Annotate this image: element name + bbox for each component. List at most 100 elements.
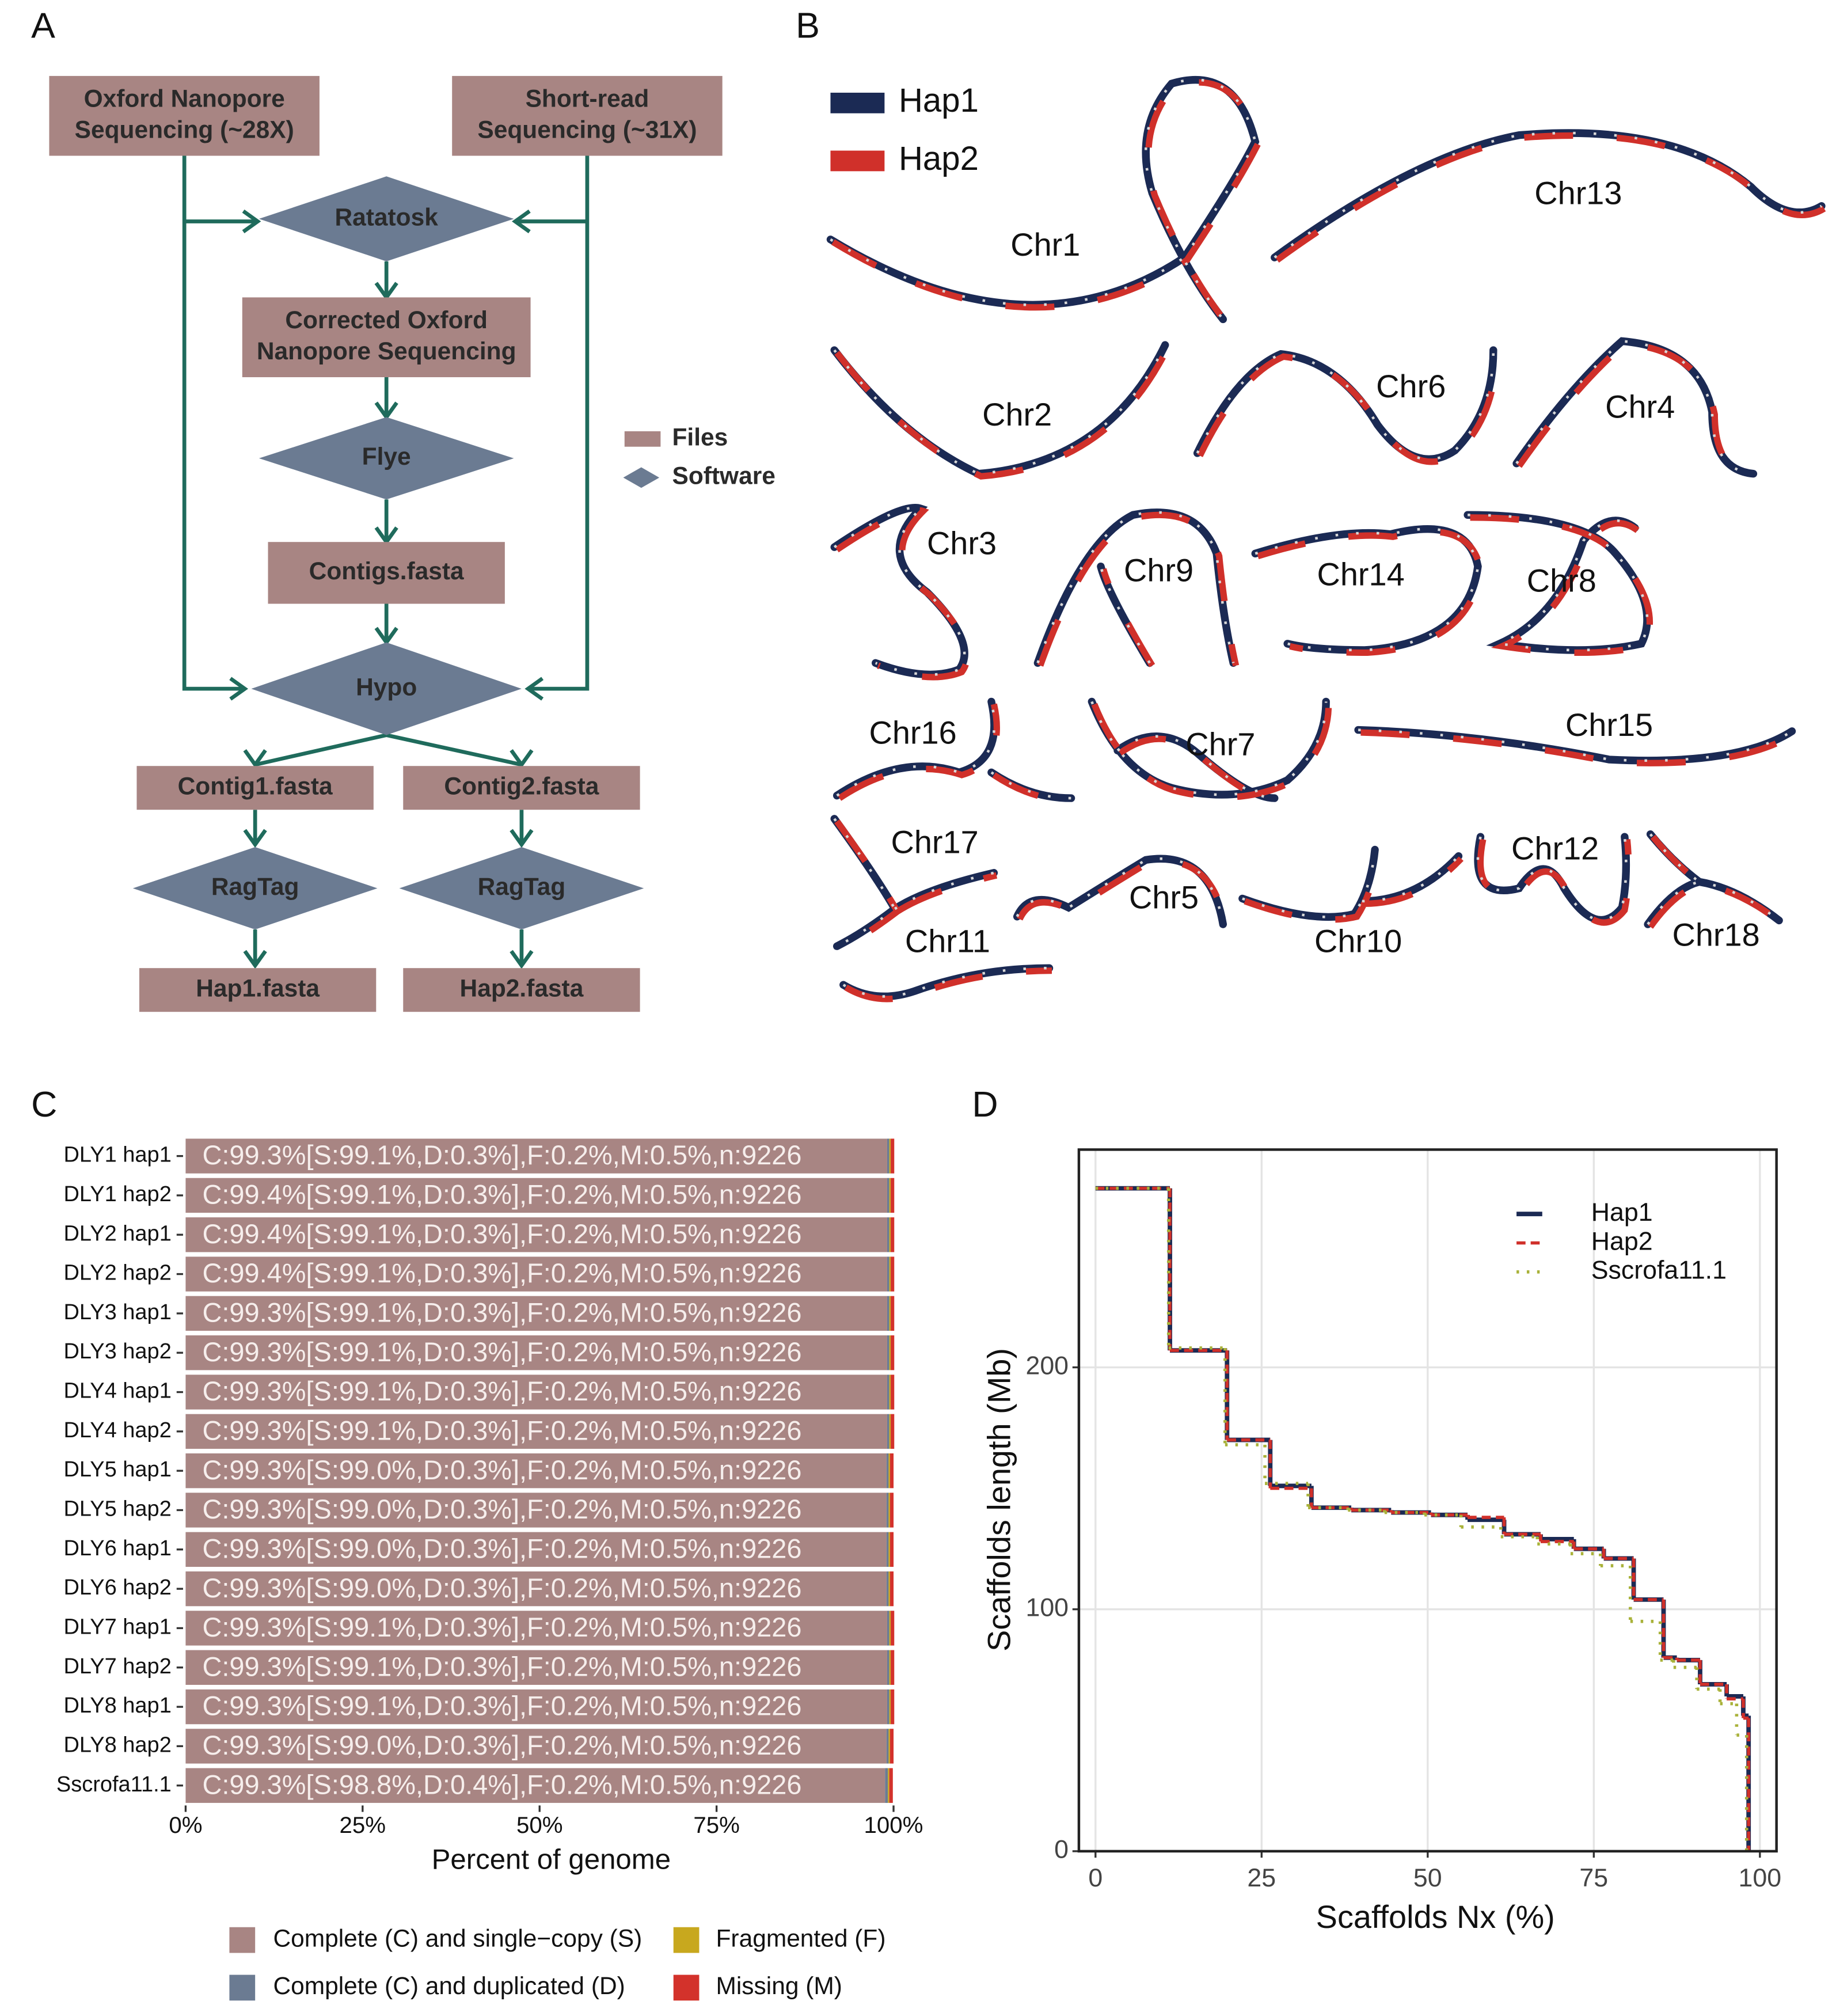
bar-segment <box>185 1729 887 1764</box>
bar-segment <box>891 1611 895 1646</box>
x-tick-label: 50 <box>1413 1864 1442 1892</box>
bar-segment <box>887 1178 890 1213</box>
y-tick-label: DLY1 hap2 <box>64 1182 172 1206</box>
legend-swatch <box>623 467 660 488</box>
bar-segment <box>185 1138 887 1174</box>
legend-label: Complete (C) and single−copy (S) <box>273 1924 642 1952</box>
bar-segment <box>888 1532 890 1567</box>
bar-segment <box>185 1650 887 1685</box>
hap2-curve <box>838 703 1074 804</box>
hap2-curve <box>1648 834 1784 929</box>
x-tick-label: 50% <box>516 1812 563 1838</box>
bar-segment <box>185 1375 887 1410</box>
connector <box>182 155 245 691</box>
arrow-head <box>243 749 267 768</box>
bar-label: C:99.3%[S:99.0%,D:0.3%],F:0.2%,M:0.5%,n:… <box>202 1455 801 1485</box>
legend-swatch <box>229 1927 256 1953</box>
legend-label: Hap1 <box>899 82 979 119</box>
hap2-curve <box>844 967 1052 1003</box>
marker-ticks <box>1476 836 1628 921</box>
hap2-curve <box>1244 852 1464 923</box>
node-label: Short-read <box>526 85 649 112</box>
bar-label: C:99.3%[S:99.0%,D:0.3%],F:0.2%,M:0.5%,n:… <box>202 1494 801 1524</box>
hap1-curve <box>1271 129 1826 261</box>
hap2-curve <box>1037 511 1240 667</box>
bar-segment <box>889 1414 891 1449</box>
bar-segment <box>887 1650 890 1685</box>
legend-label: Sscrofa11.1 <box>1591 1256 1727 1285</box>
bar-label: C:99.4%[S:99.1%,D:0.3%],F:0.2%,M:0.5%,n:… <box>202 1180 801 1210</box>
y-tick-label: DLY5 hap1 <box>64 1457 172 1482</box>
file-box <box>242 297 531 378</box>
arrow-head <box>243 950 267 969</box>
bar-segment <box>185 1493 887 1528</box>
bar-segment <box>887 1335 890 1370</box>
bar-segment <box>888 1768 890 1803</box>
y-tick-label: DLY3 hap1 <box>64 1300 172 1324</box>
bar-label: C:99.3%[S:99.1%,D:0.3%],F:0.2%,M:0.5%,n:… <box>202 1298 801 1328</box>
hap2-curve <box>1091 703 1332 804</box>
bar-segment <box>185 1532 887 1567</box>
x-tick-label: 100 <box>1739 1864 1782 1892</box>
bar-segment <box>889 1375 891 1410</box>
bar-segment <box>891 1335 895 1370</box>
panel-label: A <box>31 6 55 46</box>
bar-segment <box>888 1729 890 1764</box>
bar-segment <box>185 1296 887 1331</box>
y-tick-label: DLY3 hap2 <box>64 1339 172 1364</box>
y-tick-label: 0 <box>1054 1836 1069 1864</box>
panel-label: B <box>796 6 820 46</box>
x-tick-label: 75 <box>1579 1864 1608 1892</box>
node-label: Hypo <box>356 673 417 700</box>
chromosome-label: Chr7 <box>1185 726 1255 762</box>
hap2-curve <box>1360 729 1796 766</box>
bar-segment <box>886 1493 889 1528</box>
hap2-curve <box>835 507 971 681</box>
plot-frame <box>1077 1148 1778 1853</box>
bar-segment <box>886 1532 889 1567</box>
file-box <box>49 75 320 156</box>
bar-segment <box>891 1217 895 1252</box>
bar-segment <box>887 1689 890 1725</box>
software-diamond <box>259 417 514 500</box>
x-tick-label: 25% <box>340 1812 386 1838</box>
bar-segment <box>891 1650 895 1685</box>
bar-segment <box>185 1414 887 1449</box>
bar-segment <box>185 1217 887 1252</box>
bar-segment <box>886 1453 889 1489</box>
bar-segment <box>890 1532 894 1567</box>
bar-segment <box>889 1768 893 1803</box>
bar-label: C:99.3%[S:99.1%,D:0.3%],F:0.2%,M:0.5%,n:… <box>202 1376 801 1406</box>
chromosome-label: Chr14 <box>1317 556 1404 592</box>
arrow-head <box>510 950 534 969</box>
bar-segment <box>891 1689 895 1725</box>
y-tick-label: DLY8 hap1 <box>64 1694 172 1718</box>
y-axis-label: Scaffolds length (Mb) <box>981 1348 1017 1651</box>
legend-label: Hap1 <box>1591 1198 1653 1227</box>
arrow-head <box>511 209 531 234</box>
x-axis-label: Scaffolds Nx (%) <box>1316 1899 1555 1935</box>
chromosome-label: Chr11 <box>905 922 990 959</box>
file-box <box>268 542 505 604</box>
bar-segment <box>891 1296 895 1331</box>
bar-label: C:99.3%[S:99.1%,D:0.3%],F:0.2%,M:0.5%,n:… <box>202 1337 801 1367</box>
bar-segment <box>889 1138 891 1174</box>
node-label: Sequencing (~28X) <box>75 116 294 143</box>
chromosome-label: Chr8 <box>1527 563 1596 599</box>
legend-label: Hap2 <box>1591 1227 1653 1255</box>
node-label: Oxford Nanopore <box>84 85 285 112</box>
arrow-head <box>524 677 544 701</box>
legend-label: Fragmented (F) <box>716 1924 886 1952</box>
bar-segment <box>185 1768 885 1803</box>
bar-segment <box>887 1256 890 1292</box>
bar-label: C:99.3%[S:98.8%,D:0.4%],F:0.2%,M:0.5%,n:… <box>202 1770 801 1799</box>
bar-segment <box>185 1689 887 1725</box>
bar-segment <box>887 1414 890 1449</box>
chromosome-label: Chr5 <box>1129 879 1199 915</box>
x-tick-label: 0% <box>169 1812 202 1838</box>
hap2-curve <box>1516 340 1757 480</box>
arrow-head <box>510 749 534 768</box>
y-tick-label: DLY7 hap1 <box>64 1615 172 1639</box>
bar-label: C:99.3%[S:99.0%,D:0.3%],F:0.2%,M:0.5%,n:… <box>202 1533 801 1563</box>
bar-segment <box>890 1493 894 1528</box>
